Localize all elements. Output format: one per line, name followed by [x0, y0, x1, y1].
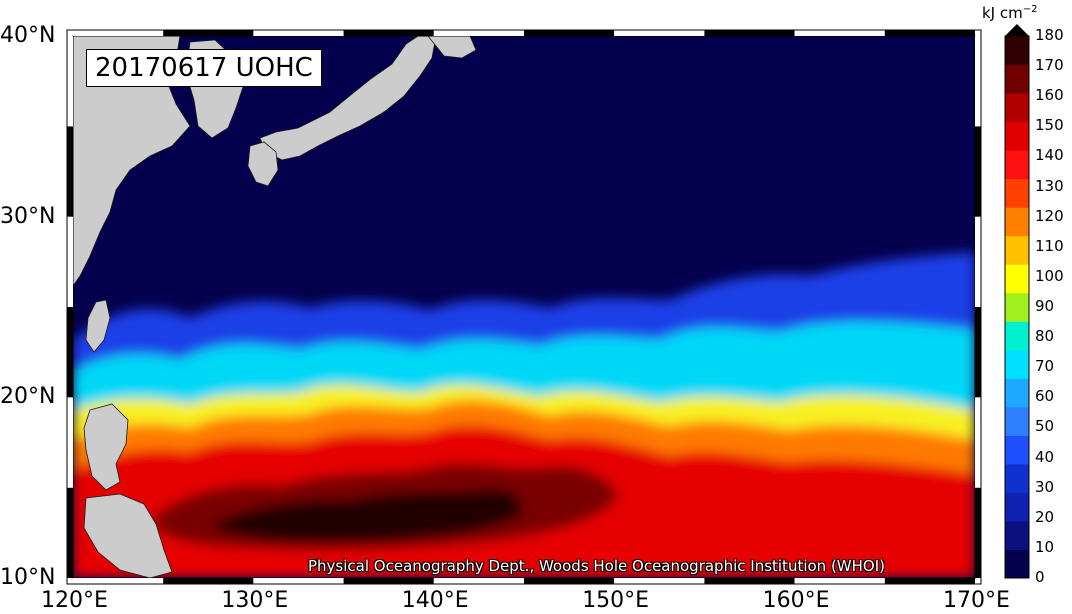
colorbar-tick-label: 40	[1035, 447, 1055, 466]
frame-segment-left	[67, 126, 73, 217]
colorbar-unit: kJ cm−2	[982, 4, 1038, 22]
frame-segment-bottom	[253, 578, 344, 584]
frame-segment-right	[975, 216, 981, 307]
colorbar-swatch	[1005, 292, 1029, 322]
frame-segment-top	[794, 30, 885, 36]
frame-segment-right	[975, 487, 981, 578]
lon-tick-label: 120°E	[41, 588, 108, 613]
land-japan-honshu	[259, 35, 437, 161]
frame-segment-left	[67, 307, 73, 398]
frame-segment-top	[704, 30, 795, 36]
colorbar-tick-label: 110	[1035, 236, 1064, 255]
colorbar-swatch	[1005, 93, 1029, 123]
colorbar-extend-arrow	[1005, 24, 1029, 36]
colorbar-swatch	[1005, 321, 1029, 351]
colorbar-tick-label: 30	[1035, 477, 1055, 496]
colorbar-tick-label: 130	[1035, 176, 1064, 195]
colorbar-swatch	[1005, 207, 1029, 237]
colorbar-tick-label: 0	[1035, 568, 1045, 586]
frame-segment-bottom	[614, 578, 705, 584]
lon-tick-label: 150°E	[582, 588, 650, 613]
lat-tick-label: 20°N	[0, 384, 56, 410]
colorbar-tick-label: 140	[1035, 146, 1064, 165]
colorbar-tick-label: 60	[1035, 387, 1055, 406]
land-taiwan	[85, 299, 111, 353]
frame-segment-top	[343, 30, 434, 36]
frame-segment-bottom	[524, 578, 615, 584]
colorbar-tick-label: 120	[1035, 206, 1064, 225]
colorbar-swatch	[1005, 406, 1029, 436]
frame-segment-bottom	[704, 578, 795, 584]
date-label: 20170617 UOHC	[86, 49, 322, 87]
colorbar-tick-label: 90	[1035, 297, 1055, 315]
colorbar-swatch	[1005, 349, 1029, 379]
colorbar-tick-label: 20	[1035, 507, 1055, 526]
outer-frame	[66, 29, 982, 585]
lon-tick-label: 140°E	[401, 588, 469, 613]
colorbar-swatch	[1005, 520, 1029, 550]
lon-tick-label: 130°E	[221, 588, 289, 613]
lat-tick-label: 30°N	[0, 203, 56, 229]
colorbar-tick-label: 100	[1035, 266, 1064, 285]
frame-segment-top	[163, 30, 254, 36]
colorbar-tick-label: 80	[1035, 327, 1055, 346]
colorbar-swatch	[1005, 463, 1029, 493]
frame-segment-top	[524, 30, 615, 36]
colorbar-outline	[1004, 35, 1030, 579]
colorbar-unit-exponent: −2	[1022, 4, 1038, 15]
ocean-heat-field	[73, 36, 975, 578]
frame-segment-left	[67, 397, 73, 488]
colorbar-swatch	[1005, 435, 1029, 465]
lat-tick-label: 40°N	[0, 23, 56, 48]
frame-segment-bottom	[163, 578, 254, 584]
frame-segment-bottom	[794, 578, 885, 584]
land-luzon	[83, 403, 129, 491]
colorbar-tick-label: 180	[1035, 26, 1064, 44]
colorbar-swatch	[1005, 378, 1029, 408]
colorbar-swatch	[1005, 549, 1029, 579]
frame-segment-bottom	[884, 578, 975, 584]
colorbar-swatch	[1005, 178, 1029, 208]
frame-segment-right	[975, 397, 981, 488]
colorbar-swatch	[1005, 150, 1029, 180]
lon-tick-label: 170°E	[943, 588, 1010, 613]
colorbar-unit-text: kJ cm	[982, 4, 1023, 22]
colorbar-tick-label: 50	[1035, 417, 1055, 436]
frame-segment-top	[253, 30, 344, 36]
colorbar-tick-label: 10	[1035, 537, 1055, 556]
frame-checker-border	[66, 29, 982, 585]
land-japan-kyushu	[247, 141, 279, 187]
land-philippines-south	[83, 493, 173, 579]
frame-segment-right	[975, 36, 981, 127]
frame-segment-left	[67, 487, 73, 578]
credit-text: Physical Oceanography Dept., Woods Hole …	[308, 557, 885, 575]
frame-segment-bottom	[73, 578, 164, 584]
frame-segment-bottom	[343, 578, 434, 584]
band-nearblack	[210, 488, 523, 543]
colorbar-swatch	[1005, 235, 1029, 265]
lat-tick-label: 10°N	[0, 565, 56, 590]
colorbar	[1004, 24, 1030, 579]
frame-segment-left	[67, 216, 73, 307]
lon-tick-label: 160°E	[762, 588, 830, 613]
colorbar-tick-label: 150	[1035, 116, 1064, 135]
colorbar-swatch	[1005, 264, 1029, 294]
frame-segment-bottom	[433, 578, 524, 584]
frame-segment-top	[433, 30, 524, 36]
colorbar-swatch	[1005, 64, 1029, 94]
frame-segment-right	[975, 126, 981, 217]
frame-segment-top	[614, 30, 705, 36]
colorbar-swatch	[1005, 121, 1029, 151]
frame-segment-left	[67, 36, 73, 127]
frame-segment-top	[73, 30, 164, 36]
frame-segment-right	[975, 307, 981, 398]
colorbar-tick-label: 160	[1035, 86, 1064, 105]
colorbar-tick-label: 170	[1035, 56, 1064, 75]
colorbar-swatch	[1005, 36, 1029, 66]
colorbar-tick-label: 70	[1035, 357, 1055, 376]
frame-segment-top	[884, 30, 975, 36]
colorbar-swatch	[1005, 492, 1029, 522]
